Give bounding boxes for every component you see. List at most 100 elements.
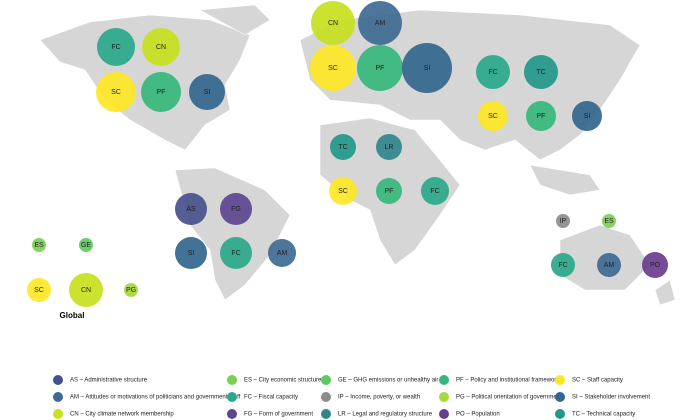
bubble: [572, 101, 602, 131]
bubble: [642, 252, 668, 278]
bubble: [602, 214, 616, 228]
bubble-label: TC: [536, 69, 545, 76]
legend-label: GE – GHG emissions or unhealthy air: [338, 378, 438, 384]
bubble: [124, 283, 138, 297]
bubble: [175, 193, 207, 225]
bubble: [79, 238, 93, 252]
bubble-label: FC: [430, 188, 439, 195]
bubble-label: PF: [157, 89, 166, 96]
bubble: [357, 45, 403, 91]
legend-label: IP – Income, poverty, or wealth: [338, 395, 420, 401]
bubble-label: ES: [604, 218, 614, 225]
legend-swatch: [321, 392, 331, 402]
bubble: [330, 134, 356, 160]
legend-label: FC – Fiscal capacity: [244, 395, 298, 401]
legend-swatch: [555, 409, 565, 419]
bubble: [142, 28, 180, 66]
bubble-label: SC: [34, 287, 44, 294]
bubble-label: GE: [81, 242, 91, 249]
bubble-label: SC: [111, 89, 121, 96]
bubble-label: CN: [156, 44, 166, 51]
bubble-label: LR: [385, 144, 394, 151]
legend: AS – Administrative structure ES – City e…: [53, 375, 650, 419]
bubble-label: AM: [375, 20, 386, 27]
bubble: [311, 1, 355, 45]
bubble-label: PF: [385, 188, 394, 195]
legend-swatch: [227, 409, 237, 419]
bubble-label: CN: [328, 20, 338, 27]
bubble: [551, 253, 575, 277]
legend-label: LR – Legal and regulatory structure: [338, 412, 433, 418]
bubble-label: FG: [231, 206, 241, 213]
legend-swatch: [321, 409, 331, 419]
bubble: [220, 193, 252, 225]
bubble: [421, 177, 449, 205]
legend-swatch: [555, 375, 565, 385]
legend-swatch: [53, 392, 63, 402]
legend-swatch: [555, 392, 565, 402]
bubble: [27, 278, 51, 302]
legend-label: SC – Staff capacity: [572, 378, 623, 384]
legend-label: PG – Political orientation of government: [456, 395, 562, 401]
bubble-label: FC: [111, 44, 120, 51]
bubble: [69, 273, 103, 307]
bubble-label: FC: [231, 250, 240, 257]
bubble: [32, 238, 46, 252]
bubble: [358, 1, 402, 45]
legend-swatch: [53, 409, 63, 419]
bubble-label: PO: [650, 262, 661, 269]
bubble: [376, 134, 402, 160]
bubble: [402, 43, 452, 93]
legend-swatch: [227, 392, 237, 402]
legend-swatch: [439, 392, 449, 402]
bubble: [478, 101, 508, 131]
bubble-label: FC: [488, 69, 497, 76]
bubble: [329, 177, 357, 205]
bubble: [376, 178, 402, 204]
bubble: [141, 72, 181, 112]
bubble: [476, 55, 510, 89]
bubble-label: ES: [34, 242, 44, 249]
bubble-label: PF: [537, 113, 546, 120]
bubble: [526, 101, 556, 131]
bubble-label: SI: [188, 250, 195, 257]
legend-label: SI – Stakeholder involvement: [572, 395, 650, 401]
legend-swatch: [321, 375, 331, 385]
bubble-label: PF: [376, 65, 385, 72]
bubble-label: AM: [277, 250, 288, 257]
bubble-label: SI: [424, 65, 431, 72]
bubbles: FC CN SC PF SI CN AM SC PF SI FC TC SC PF SI TC LR SC PF FC…: [27, 1, 668, 307]
bubble-label: AS: [186, 206, 196, 213]
legend-label: PO – Population: [456, 412, 500, 418]
bubble: [189, 74, 225, 110]
bubble-label: FC: [558, 262, 567, 269]
legend-label: FG – Form of government: [244, 412, 313, 418]
legend-swatch: [439, 375, 449, 385]
legend-label: AS – Administrative structure: [70, 378, 148, 384]
bubble-label: SI: [584, 113, 591, 120]
legend-swatch: [53, 375, 63, 385]
bubble: [597, 253, 621, 277]
legend-label: TC – Technical capacity: [572, 412, 635, 418]
bubble-label: SI: [204, 89, 211, 96]
bubble: [556, 214, 570, 228]
legend-label: CN – City climate network membership: [70, 412, 174, 418]
bubble-label: SC: [338, 188, 348, 195]
bubble: [524, 55, 558, 89]
bubble: [310, 45, 356, 91]
bubble: [268, 239, 296, 267]
bubble-label: TC: [338, 144, 347, 151]
legend-swatch: [439, 409, 449, 419]
bubble-label: PG: [126, 287, 136, 294]
bubble-label: CN: [81, 287, 91, 294]
legend-label: ES – City economic structure: [244, 378, 322, 384]
bubble: [97, 28, 135, 66]
bubble-label: AM: [604, 262, 615, 269]
bubble: [220, 237, 252, 269]
bubble: [96, 72, 136, 112]
legend-swatch: [227, 375, 237, 385]
bubble-label: IP: [560, 218, 567, 225]
land: [39, 4, 676, 306]
bubble-label: SC: [488, 113, 498, 120]
